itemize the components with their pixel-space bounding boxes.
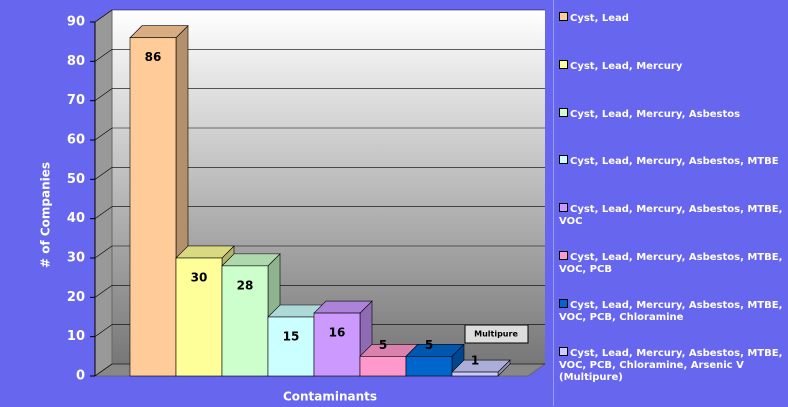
legend-entry: Cyst, Lead, Mercury, Asbestos, MTBE, VOC…	[559, 251, 785, 276]
legend-swatch	[559, 12, 568, 21]
data-label: 15	[283, 330, 300, 344]
y-axis-title: # of Companies	[39, 162, 53, 268]
grid-line	[94, 363, 113, 377]
bar	[129, 37, 177, 377]
chart: # of Companies Contaminants 0 10 20 30 40 50 6…	[39, 9, 547, 404]
y-tick-label: 30	[67, 251, 85, 266]
y-tick-label: 10	[67, 329, 85, 344]
x-axis-title: Contaminants	[283, 390, 377, 404]
legend-entry: Cyst, Lead, Mercury, Asbestos, MTBE	[559, 155, 785, 168]
grid-line	[94, 167, 113, 180]
grid-line	[94, 49, 113, 62]
legend-entry: Cyst, Lead, Mercury, Asbestos, MTBE, VOC…	[559, 298, 785, 324]
bar	[175, 257, 223, 377]
legend-label: Cyst, Lead, Mercury, Asbestos, MTBE, VOC…	[559, 252, 783, 275]
legend-label: Cyst, Lead, Mercury, Asbestos, MTBE, VOC…	[559, 299, 783, 323]
grid-line	[94, 127, 113, 141]
y-tick-label: 90	[67, 15, 85, 30]
y-tick-label: 40	[67, 211, 85, 226]
data-label: 30	[191, 271, 208, 285]
y-tick-label: 0	[76, 369, 85, 384]
legend-swatch	[559, 107, 568, 117]
grid-line	[94, 206, 113, 219]
legend-label: Cyst, Lead, Mercury, Asbestos, MTBE, VOC…	[559, 347, 783, 383]
grid-line	[94, 324, 113, 337]
bar	[451, 371, 499, 377]
legend-entry: Cyst, Lead	[559, 12, 785, 25]
legend-label: Cyst, Lead, Mercury, Asbestos	[570, 108, 741, 120]
legend-entry: Cyst, Lead, Mercury	[559, 59, 785, 73]
legend-label: Cyst, Lead, Mercury	[570, 60, 683, 72]
grid-line	[94, 245, 113, 259]
grid-line	[94, 88, 113, 101]
legend-entry: Cyst, Lead, Mercury, Asbestos, MTBE, VOC…	[559, 346, 785, 384]
data-label: 5	[379, 338, 387, 352]
legend-entry: Cyst, Lead, Mercury, Asbestos, MTBE, VOC	[559, 203, 785, 228]
data-label: 28	[237, 278, 254, 292]
legend-swatch	[559, 346, 568, 356]
data-label: 5	[425, 338, 433, 352]
legend-swatch	[559, 298, 568, 308]
side-wall	[94, 9, 113, 377]
annotation: Multipure	[474, 330, 518, 339]
data-label: 1	[471, 354, 479, 368]
legend-swatch	[559, 251, 568, 260]
legend: Cyst, Lead Cyst, Lead, Mercury Cyst, Lead,…	[553, 0, 788, 406]
data-label: 16	[329, 326, 346, 340]
legend-label: Cyst, Lead	[570, 13, 629, 24]
y-tick-label: 20	[67, 290, 85, 305]
bar	[405, 356, 453, 377]
y-tick-label: 60	[67, 133, 85, 148]
data-label: 86	[145, 50, 162, 64]
legend-label: Cyst, Lead, Mercury, Asbestos, MTBE	[570, 156, 779, 168]
grid-line	[94, 285, 113, 298]
legend-swatch	[559, 59, 568, 69]
bar	[267, 316, 315, 377]
grid-line	[94, 9, 113, 23]
legend-swatch	[559, 203, 568, 213]
y-tick-label: 50	[67, 172, 85, 187]
legend-label: Cyst, Lead, Mercury, Asbestos, MTBE, VOC	[559, 204, 783, 228]
y-tick-label: 70	[67, 93, 85, 108]
legend-entry: Cyst, Lead, Mercury, Asbestos	[559, 107, 785, 121]
bar	[313, 312, 361, 377]
annotation-box	[464, 324, 529, 344]
legend-swatch	[559, 155, 568, 165]
y-tick-label: 80	[67, 54, 85, 69]
bar	[359, 356, 407, 377]
